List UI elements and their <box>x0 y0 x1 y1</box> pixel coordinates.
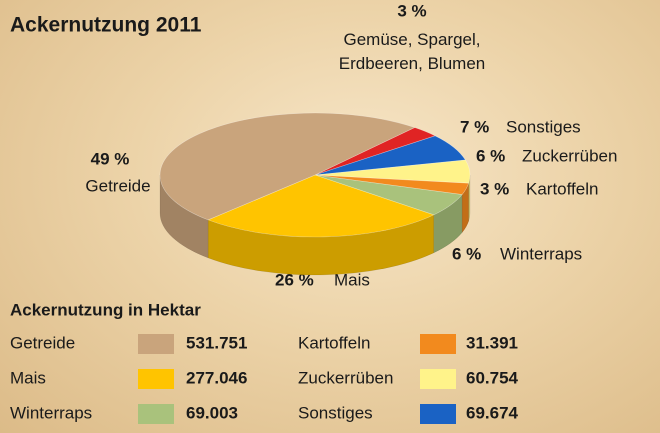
swatch <box>420 334 456 354</box>
swatch <box>138 334 174 354</box>
slice-label: Gemüse, Spargel, Erdbeeren, Blumen <box>327 28 497 76</box>
row-value: 531.751 <box>186 333 247 352</box>
swatch <box>138 369 174 389</box>
slice-label: Getreide <box>85 176 150 195</box>
value-label: 49 % <box>91 149 130 168</box>
swatch <box>138 404 174 424</box>
swatch <box>420 369 456 389</box>
row-value: 69.674 <box>466 403 519 422</box>
chart: Ackernutzung 2011 3 % 7 % Sonstiges 6 % … <box>0 0 660 433</box>
table-title: Ackernutzung in Hektar <box>10 300 201 319</box>
row-name: Kartoffeln <box>298 333 370 352</box>
slice-label: Sonstiges <box>506 117 581 136</box>
row-name: Winterraps <box>10 403 92 422</box>
chart-title: Ackernutzung 2011 <box>10 14 202 37</box>
slice-label: Zuckerrüben <box>522 146 617 165</box>
value-label: 6 % <box>476 146 505 165</box>
row-value: 69.003 <box>186 403 238 422</box>
slice-label: Winterraps <box>500 244 582 263</box>
value-label: 3 % <box>480 179 509 198</box>
row-name: Getreide <box>10 333 75 352</box>
value-label: 3 % <box>397 1 426 20</box>
row-value: 31.391 <box>466 333 518 352</box>
row-name: Mais <box>10 368 46 387</box>
row-value: 277.046 <box>186 368 247 387</box>
swatch <box>420 404 456 424</box>
row-value: 60.754 <box>466 368 519 387</box>
slice-label: Kartoffeln <box>526 179 598 198</box>
value-label: 7 % <box>460 117 489 136</box>
row-name: Zuckerrüben <box>298 368 393 387</box>
row-name: Sonstiges <box>298 403 373 422</box>
value-label: 6 % <box>452 244 481 263</box>
